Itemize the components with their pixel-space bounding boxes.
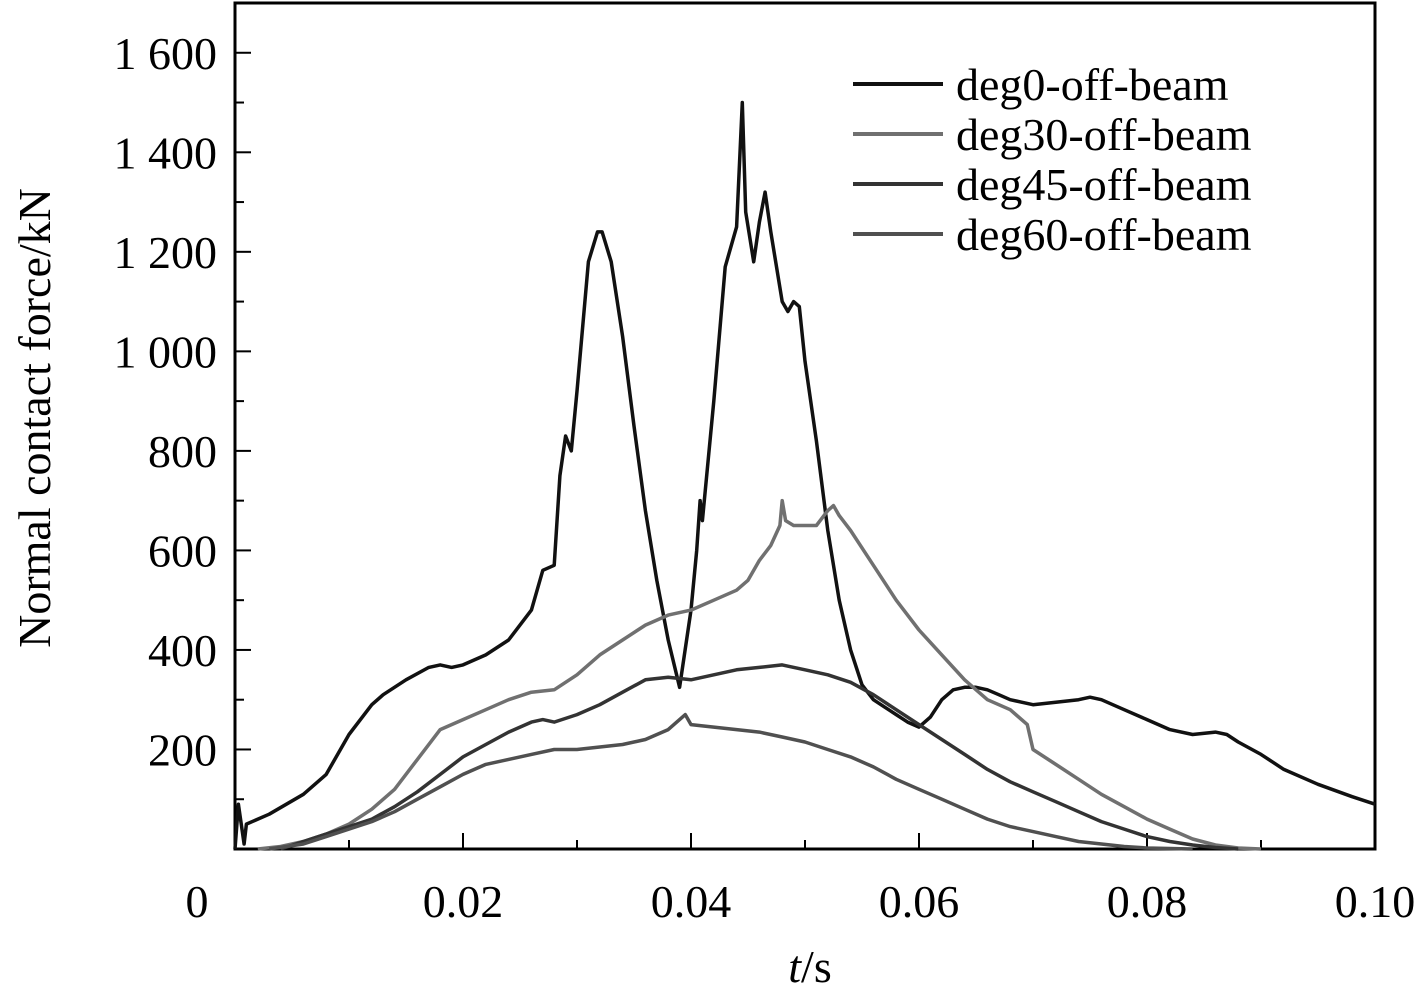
x-tick-label: 0.10 (1335, 876, 1416, 927)
y-tick-label: 400 (148, 625, 217, 676)
y-axis-ticks: 200 400 600 800 1 000 1 200 1 400 1 600 (114, 28, 251, 801)
series-line-deg30-off-beam (257, 498, 1262, 851)
x-tick-label: 0.08 (1107, 876, 1188, 927)
legend-label-deg60-off-beam: deg60-off-beam (956, 209, 1252, 260)
legend-label-deg30-off-beam: deg30-off-beam (956, 109, 1252, 160)
legend-label-deg45-off-beam: deg45-off-beam (956, 159, 1252, 210)
y-tick-label: 1 200 (114, 227, 218, 278)
y-tick-label: 200 (148, 724, 217, 775)
x-tick-label: 0.06 (879, 876, 960, 927)
legend-label-deg0-off-beam: deg0-off-beam (956, 59, 1229, 110)
y-tick-label: 1 400 (114, 127, 218, 178)
y-tick-label: 1 600 (114, 28, 218, 79)
series-line-deg0-off-beam (233, 100, 1376, 850)
x-axis-title: t/s (788, 941, 831, 992)
series-lines (233, 100, 1376, 851)
y-tick-label: 800 (148, 426, 217, 477)
x-tick-label: 0 (186, 876, 209, 927)
legend: deg0-off-beamdeg30-off-beamdeg45-off-bea… (853, 59, 1252, 260)
x-tick-label: 0.04 (651, 876, 732, 927)
y-tick-label: 1 000 (114, 326, 218, 377)
x-axis-ticks: 0 0.02 0.04 0.06 0.08 0.10 (186, 833, 1416, 927)
y-axis-title: Normal contact force/kN (9, 188, 60, 648)
x-tick-label: 0.02 (423, 876, 504, 927)
series-line-deg60-off-beam (268, 712, 1193, 851)
series-line-deg45-off-beam (280, 663, 1239, 851)
y-tick-label: 600 (148, 525, 217, 576)
